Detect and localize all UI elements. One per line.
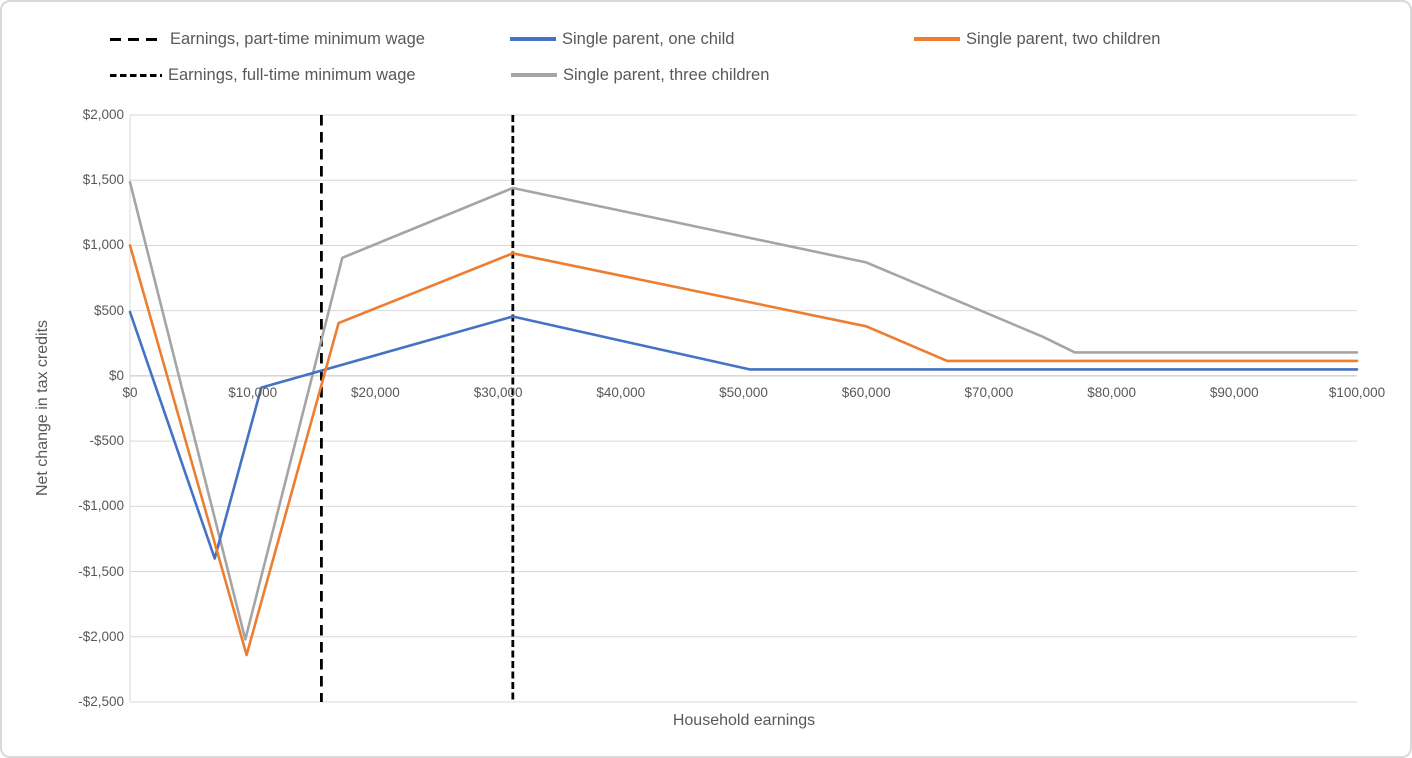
y-tick-label: -$1,500 xyxy=(78,563,124,579)
y-axis-title: Net change in tax credits xyxy=(34,319,51,497)
x-tick-label: $60,000 xyxy=(841,385,891,400)
orange-line-icon xyxy=(914,37,960,41)
x-tick-label: $30,000 xyxy=(473,385,523,400)
legend-label: Earnings, full-time minimum wage xyxy=(168,65,416,84)
x-tick-label: $10,000 xyxy=(228,385,278,400)
x-tick-label: $80,000 xyxy=(1087,385,1136,400)
x-tick-label: $70,000 xyxy=(964,385,1014,400)
x-tick-label: $40,000 xyxy=(596,385,646,400)
series-line-single-parent-one-child xyxy=(128,310,1359,560)
legend-label: Earnings, part-time minimum wage xyxy=(170,29,425,48)
y-tick-label: -$2,500 xyxy=(78,694,124,709)
y-tick-label: -$500 xyxy=(89,433,124,449)
short-dash-line-icon xyxy=(110,73,162,77)
x-tick-label: $90,000 xyxy=(1209,385,1259,400)
series-line-single-parent-two-children xyxy=(128,244,1359,657)
legend-item-part-time-wage: Earnings, part-time minimum wage xyxy=(110,28,425,50)
y-tick-label: $500 xyxy=(93,302,124,318)
legend-label: Single parent, one child xyxy=(562,29,735,48)
x-tick-label: $50,000 xyxy=(719,385,768,400)
long-dash-line-icon xyxy=(110,37,164,41)
x-tick-label: $100,000 xyxy=(1328,385,1386,400)
legend-label: Single parent, three children xyxy=(563,65,770,84)
y-tick-label: $0 xyxy=(108,367,124,383)
x-tick-label: $0 xyxy=(122,385,138,400)
y-tick-label: -$1,000 xyxy=(78,498,124,514)
legend-item-one-child: Single parent, one child xyxy=(510,28,734,50)
y-tick-label: $1,500 xyxy=(82,172,124,188)
gray-line-icon xyxy=(511,73,557,77)
y-tick-label: $2,000 xyxy=(82,107,124,122)
x-tick-label: $20,000 xyxy=(350,385,400,400)
legend-item-full-time-wage: Earnings, full-time minimum wage xyxy=(110,64,416,86)
blue-line-icon xyxy=(510,37,556,41)
x-axis-title: Household earnings xyxy=(672,712,816,729)
legend-item-three-children: Single parent, three children xyxy=(511,64,769,86)
y-tick-label: -$2,000 xyxy=(78,628,124,644)
y-tick-label: $1,000 xyxy=(82,237,124,253)
legend-item-two-children: Single parent, two children xyxy=(914,28,1160,50)
legend-label: Single parent, two children xyxy=(966,29,1161,48)
series-line-single-parent-three-children xyxy=(128,180,1359,641)
